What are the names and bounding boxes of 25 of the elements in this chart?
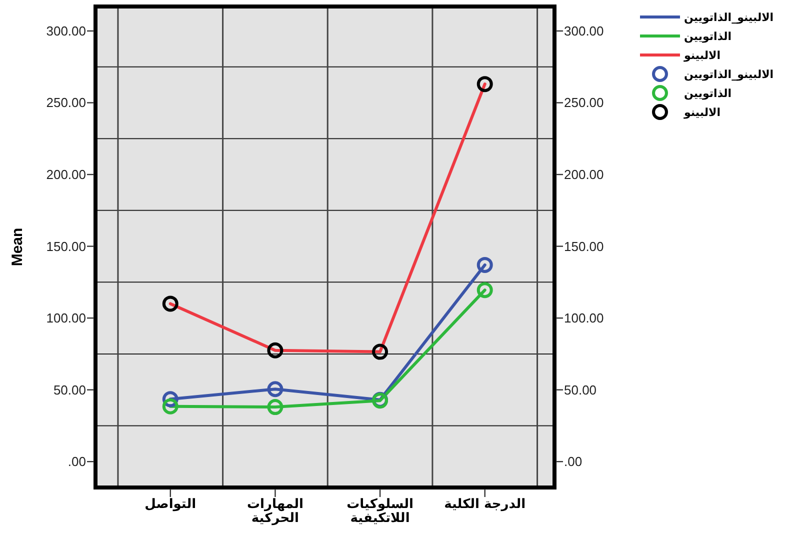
y2-tick-label: 200.00 bbox=[564, 167, 604, 182]
y-tick-label: 150.00 bbox=[46, 238, 86, 254]
legend-label: الالبينو_الذاتويين bbox=[684, 68, 774, 81]
y2-tick-label: 100.00 bbox=[564, 310, 604, 326]
x-tick-label: السلوكيات اللاتكيفية bbox=[346, 497, 414, 526]
y2-tick-label: 150.00 bbox=[564, 238, 604, 254]
legend-label: الالبينو bbox=[683, 49, 720, 62]
y-tick-label: 300.00 bbox=[46, 23, 86, 38]
y-tick-label: 200.00 bbox=[46, 167, 86, 182]
y-tick-label: .00 bbox=[68, 454, 86, 470]
legend-label: الالبينو_الذاتويين bbox=[684, 11, 774, 24]
y2-tick-label: 250.00 bbox=[564, 95, 604, 110]
x-tick-label: الدرجة الكلية bbox=[443, 497, 527, 512]
y-tick-label: 100.00 bbox=[46, 310, 86, 326]
x-tick-label: المهارات الحركية bbox=[246, 497, 304, 526]
y-tick-label: 250.00 bbox=[46, 95, 86, 110]
legend-label: الذاتويين bbox=[684, 30, 732, 43]
y2-tick-label: .00 bbox=[564, 454, 582, 470]
legend-label: الذاتويين bbox=[684, 87, 732, 100]
x-tick-label: التواصل bbox=[144, 497, 198, 512]
y2-tick-label: 300.00 bbox=[564, 23, 604, 38]
y2-tick-label: 50.00 bbox=[564, 382, 597, 398]
y-axis-title: Mean bbox=[9, 228, 26, 266]
legend-label: الالبينو bbox=[683, 106, 720, 119]
y-tick-label: 50.00 bbox=[53, 382, 86, 398]
